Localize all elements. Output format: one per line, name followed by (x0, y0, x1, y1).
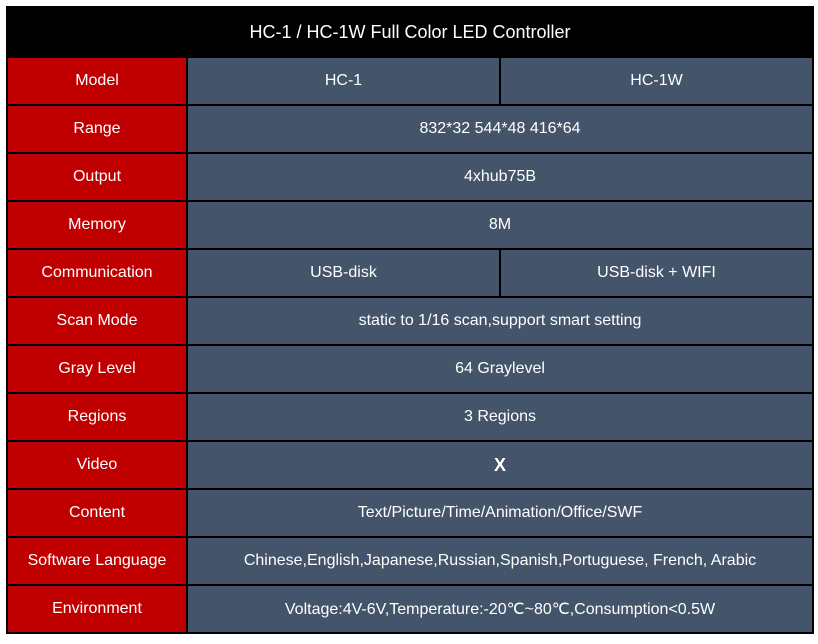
value-communication-b: USB-disk + WIFI (500, 249, 813, 297)
value-environment: Voltage:4V-6V,Temperature:-20℃~80℃,Consu… (187, 585, 813, 633)
label-model: Model (7, 57, 187, 105)
label-environment: Environment (7, 585, 187, 633)
table-title: HC-1 / HC-1W Full Color LED Controller (7, 7, 813, 57)
label-content: Content (7, 489, 187, 537)
value-memory: 8M (187, 201, 813, 249)
label-gray-level: Gray Level (7, 345, 187, 393)
table-row: Range 832*32 544*48 416*64 (7, 105, 813, 153)
table-row: Software Language Chinese,English,Japane… (7, 537, 813, 585)
spec-table: HC-1 / HC-1W Full Color LED Controller M… (6, 6, 814, 634)
title-row: HC-1 / HC-1W Full Color LED Controller (7, 7, 813, 57)
table-row: Video X (7, 441, 813, 489)
value-content: Text/Picture/Time/Animation/Office/SWF (187, 489, 813, 537)
table-row: Output 4xhub75B (7, 153, 813, 201)
table-row: Communication USB-disk USB-disk + WIFI (7, 249, 813, 297)
label-communication: Communication (7, 249, 187, 297)
table-row: Gray Level 64 Graylevel (7, 345, 813, 393)
value-software-language: Chinese,English,Japanese,Russian,Spanish… (187, 537, 813, 585)
table-row: Environment Voltage:4V-6V,Temperature:-2… (7, 585, 813, 633)
table-row: Regions 3 Regions (7, 393, 813, 441)
table-row: Scan Mode static to 1/16 scan,support sm… (7, 297, 813, 345)
value-model-b: HC-1W (500, 57, 813, 105)
label-software-language: Software Language (7, 537, 187, 585)
label-video: Video (7, 441, 187, 489)
label-scan-mode: Scan Mode (7, 297, 187, 345)
value-output: 4xhub75B (187, 153, 813, 201)
value-video: X (187, 441, 813, 489)
table-row: Memory 8M (7, 201, 813, 249)
label-memory: Memory (7, 201, 187, 249)
value-gray-level: 64 Graylevel (187, 345, 813, 393)
table-row: Model HC-1 HC-1W (7, 57, 813, 105)
value-communication-a: USB-disk (187, 249, 500, 297)
label-output: Output (7, 153, 187, 201)
label-range: Range (7, 105, 187, 153)
label-regions: Regions (7, 393, 187, 441)
table-row: Content Text/Picture/Time/Animation/Offi… (7, 489, 813, 537)
value-scan-mode: static to 1/16 scan,support smart settin… (187, 297, 813, 345)
value-regions: 3 Regions (187, 393, 813, 441)
value-range: 832*32 544*48 416*64 (187, 105, 813, 153)
value-model-a: HC-1 (187, 57, 500, 105)
